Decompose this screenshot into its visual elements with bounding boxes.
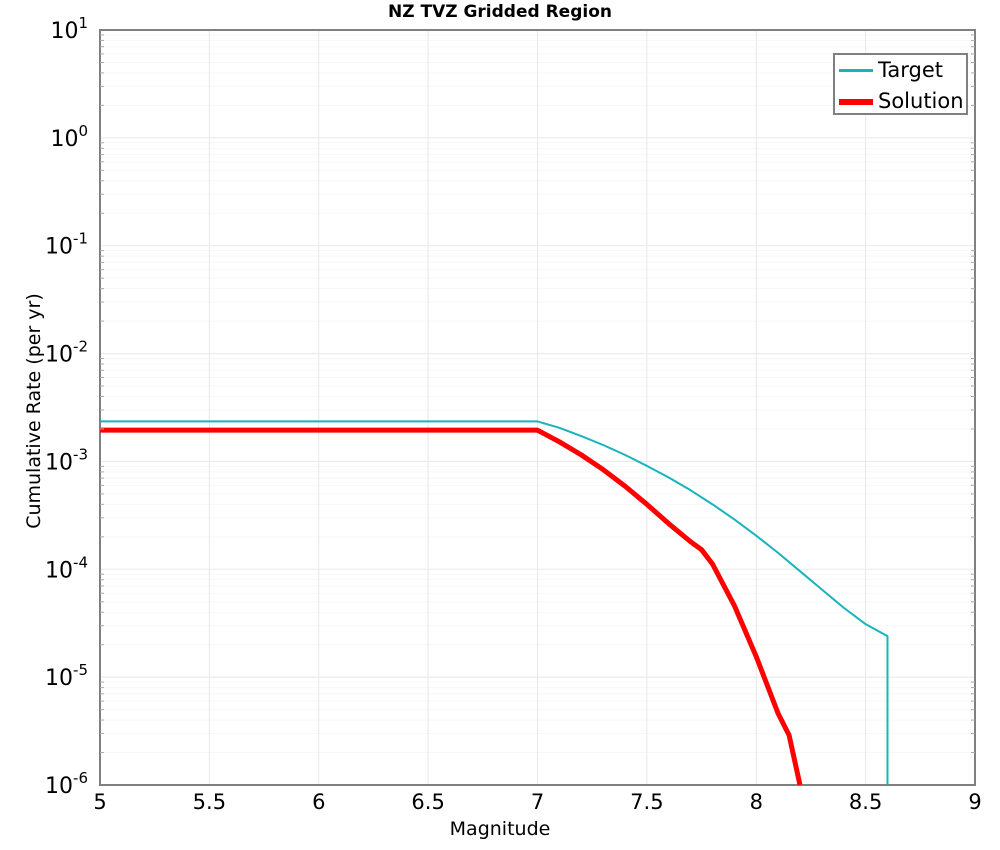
y-tick-label: 10-1 [45,230,88,260]
x-tick-label: 6 [312,790,325,814]
chart-legend: Target Solution [833,53,968,115]
legend-swatch-solution-icon [839,98,873,105]
series-line-solution [100,427,803,786]
y-tick-label: 10-6 [45,769,88,799]
y-tick-label: 100 [50,122,88,152]
legend-item-target: Target [835,55,966,86]
legend-item-solution: Solution [835,86,966,117]
x-tick-label: 5 [93,790,106,814]
series-line-target [100,420,889,785]
legend-label-solution: Solution [878,89,964,113]
x-tick-label: 8.5 [849,790,882,814]
y-axis-tick-labels: 101 100 10-1 10-2 10-3 10-4 10-5 10-6 [45,14,88,799]
legend-label-target: Target [878,58,943,82]
x-tick-label: 6.5 [411,790,444,814]
y-tick-label: 10-4 [45,553,88,583]
chart-title: NZ TVZ Gridded Region [388,2,612,22]
x-tick-label: 9 [968,790,981,814]
legend-swatch-target-icon [839,69,873,72]
x-axis-tick-labels: 5 5.5 6 6.5 7 7.5 8 8.5 9 [93,790,981,814]
y-axis-label: Cumulative Rate (per yr) [23,293,45,529]
x-tick-label: 8 [750,790,763,814]
y-tick-label: 101 [50,14,88,44]
y-tick-label: 10-5 [45,661,88,691]
y-tick-label: 10-3 [45,445,88,475]
x-axis-label: Magnitude [449,818,551,840]
x-tick-label: 5.5 [193,790,226,814]
x-tick-label: 7 [531,790,544,814]
y-axis-minor-ticks [100,34,975,754]
plot-frame [99,29,976,786]
y-tick-label: 10-2 [45,338,88,368]
x-tick-label: 7.5 [630,790,663,814]
